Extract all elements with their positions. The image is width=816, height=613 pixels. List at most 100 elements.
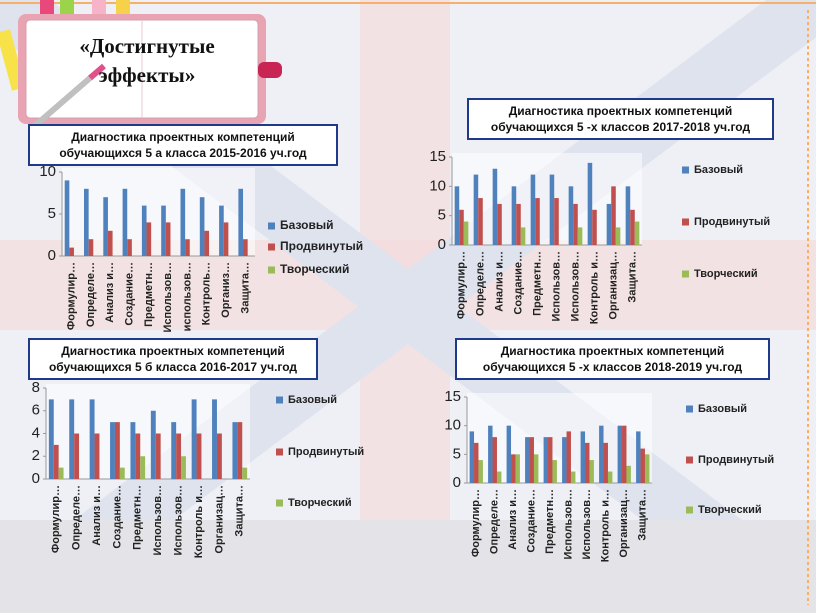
x-tick-label: Защита…	[234, 485, 246, 537]
bar	[469, 431, 475, 483]
legend-swatch	[682, 166, 689, 174]
bar	[58, 467, 64, 479]
bar	[53, 444, 59, 479]
bar	[525, 437, 530, 483]
legend-label: Продвинутый	[698, 454, 774, 466]
x-tick-label: Использов…	[152, 485, 164, 556]
bar	[577, 227, 583, 245]
bar	[454, 186, 460, 245]
bar	[103, 197, 108, 256]
y-tick-label: 0	[453, 474, 461, 491]
y-tick-label: 2	[32, 447, 40, 464]
bar	[74, 433, 80, 479]
bar	[488, 425, 493, 483]
y-tick-label: 0	[48, 247, 56, 264]
bar	[474, 442, 479, 483]
legend-swatch	[682, 270, 689, 278]
legend-label: Продвинутый	[288, 446, 364, 458]
legend-label: Творческий	[694, 268, 758, 280]
bar	[243, 239, 248, 256]
x-tick-label: Анализ и…	[493, 251, 505, 312]
bar	[127, 239, 132, 256]
bar	[64, 180, 70, 256]
legend-swatch	[268, 266, 275, 274]
bar	[130, 422, 136, 479]
x-tick-label: Защита…	[626, 251, 638, 303]
bar	[607, 471, 613, 483]
x-tick-label: Организац…	[607, 251, 619, 320]
y-tick-label: 10	[429, 177, 446, 194]
legend-swatch	[686, 506, 693, 514]
bar	[543, 437, 549, 483]
bar	[146, 222, 152, 256]
bar	[150, 410, 156, 479]
bar	[570, 471, 576, 483]
y-tick-label: 0	[438, 236, 446, 253]
legend-label: Продвинутый	[280, 239, 363, 253]
bar	[568, 186, 574, 245]
x-tick-label: Определе…	[71, 485, 83, 550]
x-tick-label: использов…	[181, 262, 193, 331]
x-tick-label: Использов…	[563, 489, 575, 560]
bar	[110, 422, 115, 479]
bar	[603, 442, 608, 483]
legend-label: Творческий	[698, 504, 762, 516]
bar	[478, 198, 483, 245]
bar	[191, 399, 197, 479]
bar	[492, 437, 497, 483]
bar	[515, 454, 520, 483]
legend-swatch	[276, 396, 283, 404]
bar	[573, 203, 578, 245]
x-tick-label: Защита…	[239, 262, 251, 314]
x-tick-label: Использов…	[162, 262, 174, 333]
bar	[216, 433, 222, 479]
x-tick-label: Определе…	[489, 489, 501, 554]
bar	[171, 422, 177, 479]
bar	[622, 425, 627, 483]
x-tick-label: Предметн…	[531, 251, 543, 316]
y-tick-label: 10	[444, 417, 461, 434]
bar	[644, 454, 650, 483]
x-tick-label: Создание…	[526, 489, 538, 553]
bar	[88, 239, 94, 256]
bar	[497, 203, 502, 245]
x-tick-label: Предметн…	[143, 262, 155, 327]
bar	[199, 197, 205, 256]
bar	[615, 227, 621, 245]
bar	[181, 456, 186, 479]
x-tick-label: Контроль…	[201, 262, 213, 325]
x-tick-label: Создание…	[512, 251, 524, 315]
legend-swatch	[276, 448, 283, 456]
bar	[89, 399, 95, 479]
legend-label: Базовый	[280, 218, 333, 232]
bar	[94, 433, 100, 479]
bar	[511, 186, 517, 245]
x-tick-label: Использов…	[550, 251, 562, 322]
chart-title: Диагностика проектных компетенций обучаю…	[455, 338, 770, 380]
x-tick-label: Использов…	[581, 489, 593, 560]
x-tick-label: Формулир…	[470, 489, 482, 557]
legend-label: Базовый	[694, 164, 743, 176]
x-tick-label: Определе…	[85, 262, 97, 327]
y-tick-label: 5	[48, 205, 56, 222]
bar	[84, 188, 89, 256]
x-tick-label: Анализ и…	[104, 262, 116, 323]
bar	[114, 422, 120, 479]
bar	[185, 239, 190, 256]
bar	[459, 209, 464, 245]
bar	[212, 399, 217, 479]
y-tick-label: 6	[32, 402, 40, 419]
bar	[140, 456, 146, 479]
bar	[640, 448, 645, 483]
legend-swatch	[268, 243, 275, 251]
bar	[599, 425, 604, 483]
legend-swatch	[686, 405, 693, 413]
bar	[636, 431, 641, 483]
legend-swatch	[682, 218, 689, 226]
bar	[580, 431, 586, 483]
x-tick-label: Организ…	[220, 262, 232, 318]
x-tick-label: Анализ и…	[507, 489, 519, 550]
bar	[107, 230, 113, 256]
bar	[587, 162, 593, 245]
